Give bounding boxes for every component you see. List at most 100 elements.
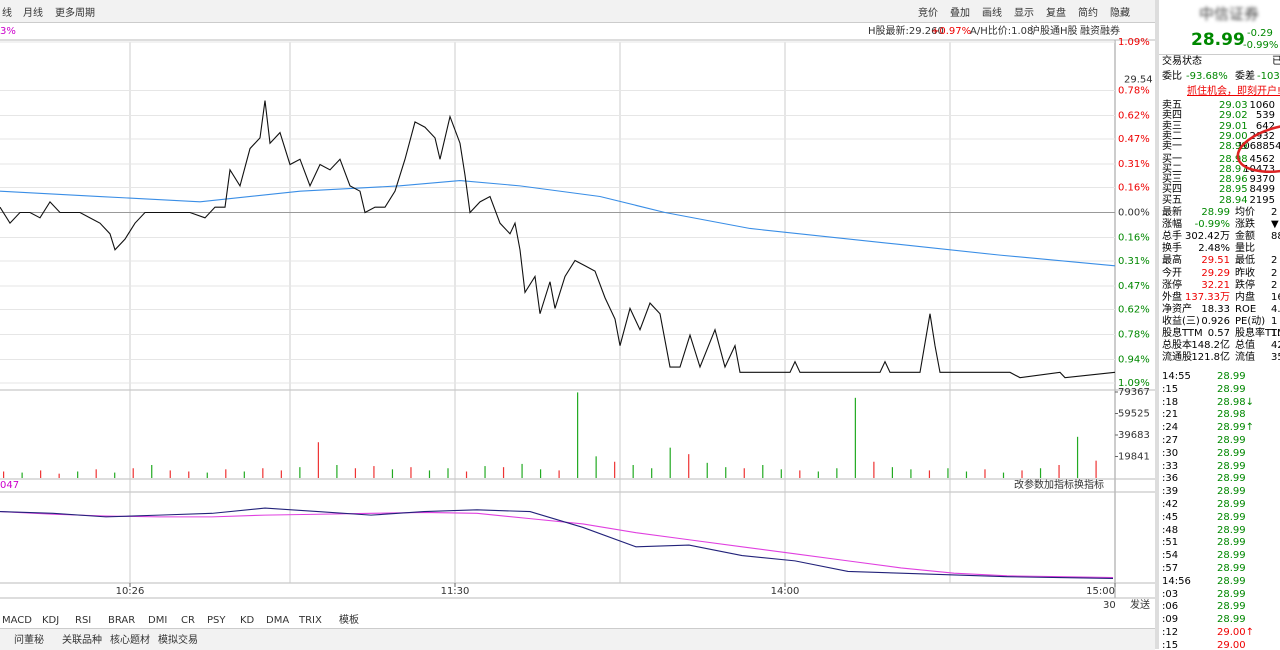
volume-bar	[3, 471, 5, 478]
indicator-tab[interactable]: DMA	[266, 615, 289, 626]
open-account-banner[interactable]: 抓住机会，即刻开户!	[1187, 86, 1280, 97]
volume-bar	[688, 454, 690, 478]
volume-bar	[58, 473, 60, 478]
stat-label: 收益(三)	[1162, 315, 1200, 327]
stat-value: 2.48%	[1198, 243, 1230, 255]
volume-bar	[114, 472, 116, 478]
trade-time: :09	[1162, 614, 1179, 626]
stat-value: 2	[1271, 267, 1278, 279]
indicator-tab[interactable]: MACD	[2, 615, 32, 626]
y-tick-label: 0.31%	[1118, 256, 1150, 267]
tool-button[interactable]: 简约	[1078, 8, 1098, 19]
book-label: 卖三	[1162, 120, 1182, 132]
volume-bar	[891, 467, 893, 478]
indicator-tab[interactable]: KDJ	[42, 615, 59, 626]
volume-bar	[299, 467, 301, 478]
tool-button[interactable]: 显示	[1014, 8, 1034, 19]
stat-label: 流通股	[1162, 352, 1192, 364]
volume-bar	[151, 464, 153, 478]
volume-bar	[669, 447, 671, 478]
volume-bar	[817, 471, 819, 478]
indicator-action[interactable]: 加指标	[1044, 478, 1074, 491]
volume-bar	[206, 472, 208, 478]
volume-bar	[169, 470, 171, 478]
trade-price: 28.99	[1217, 524, 1246, 536]
volume-bar	[984, 469, 986, 478]
tool-button[interactable]: 竞价	[918, 8, 938, 19]
stat-label: 涨幅	[1162, 219, 1182, 231]
info-item[interactable]: 融资融券	[1080, 26, 1120, 37]
book-volume: 1060	[1249, 100, 1275, 111]
volume-bar	[632, 464, 634, 478]
trade-price: 28.98	[1217, 409, 1246, 421]
divider	[1155, 0, 1159, 649]
indicator-action[interactable]: 改参数	[1014, 478, 1044, 491]
stat-label: 内盘	[1235, 291, 1255, 303]
trade-time: :24	[1162, 422, 1179, 434]
stat-label: 总手	[1162, 231, 1182, 243]
change: -0.29	[1247, 28, 1273, 39]
change-pct: -0.99%	[1243, 40, 1279, 51]
bottom-link[interactable]: 关联品种	[62, 633, 102, 646]
y-tick-label: 0.31%	[1118, 159, 1150, 170]
period-button[interactable]: 线	[2, 8, 12, 19]
book-price: 28.97	[1219, 163, 1248, 175]
volume-bar	[521, 463, 523, 478]
tool-button[interactable]: 画线	[982, 8, 1002, 19]
trade-price: 28.99	[1217, 601, 1246, 613]
send-button[interactable]: 发送	[1130, 598, 1150, 611]
tool-button[interactable]: 复盘	[1046, 8, 1066, 19]
stat-value: 29.29	[1201, 267, 1230, 279]
volume-tick-label: 19841	[1118, 452, 1150, 463]
trade-price: 28.99	[1217, 614, 1246, 626]
y-tick-label: 0.78%	[1118, 330, 1150, 341]
tool-button[interactable]: 隐藏	[1110, 8, 1130, 19]
stat-value: 18.33	[1201, 303, 1230, 315]
trade-time: :54	[1162, 550, 1179, 562]
trade-price: 28.99	[1217, 447, 1246, 459]
book-price: 28.98	[1219, 153, 1248, 165]
indicator-tab[interactable]: 模板	[339, 613, 359, 626]
bottom-link[interactable]: 核心题材	[110, 633, 150, 646]
stat-label: ROE	[1235, 303, 1257, 315]
info-item: +0.97%	[931, 26, 972, 37]
trade-price: 28.99	[1217, 588, 1246, 600]
trade-time: :39	[1162, 486, 1179, 498]
trade-time: :12	[1162, 627, 1179, 638]
trade-price: 29.00	[1217, 639, 1246, 649]
tool-button[interactable]: 叠加	[950, 8, 970, 19]
indicator-tab[interactable]: BRAR	[108, 615, 135, 626]
info-item[interactable]: H股	[1060, 26, 1078, 37]
indicator-tab[interactable]: RSI	[75, 615, 91, 626]
book-volume: 1068854	[1237, 141, 1280, 153]
trade-time: :45	[1162, 511, 1179, 523]
stat-value: 148.2亿	[1191, 340, 1230, 352]
period-button[interactable]: 更多周期	[55, 8, 95, 19]
indicator-line-blue	[0, 507, 1114, 580]
indicator-tab[interactable]: CR	[181, 615, 195, 626]
volume-bar	[243, 471, 245, 478]
indicator-tab[interactable]: KD	[240, 615, 255, 626]
book-label: 卖五	[1162, 100, 1182, 111]
y-tick-label: 0.16%	[1118, 233, 1150, 244]
book-price: 29.03	[1219, 100, 1248, 111]
volume-bar	[595, 456, 597, 478]
stat-value: 165.0	[1271, 291, 1280, 303]
bottom-link[interactable]: 模拟交易	[158, 633, 198, 646]
volume-bar	[77, 471, 79, 478]
x-tick-label: 11:30	[441, 586, 470, 597]
y-tick-label: 1.09%	[1118, 378, 1150, 389]
trade-time: :57	[1162, 563, 1179, 574]
info-item[interactable]: 沪股通	[1030, 26, 1060, 37]
indicator-tab[interactable]: TRIX	[298, 615, 322, 626]
indicator-tab[interactable]: DMI	[148, 615, 167, 626]
stat-label: 股息TTM	[1162, 328, 1203, 339]
volume-bar	[965, 471, 968, 478]
indicator-action[interactable]: 换指标	[1074, 478, 1104, 491]
period-button[interactable]: 月线	[23, 8, 43, 19]
price-tick-label: 29.54	[1124, 74, 1153, 85]
bottom-link[interactable]: 问董秘	[14, 633, 44, 646]
trade-time: :18	[1162, 396, 1179, 408]
x-tick-label: 14:00	[771, 586, 800, 597]
indicator-tab[interactable]: PSY	[207, 615, 226, 626]
